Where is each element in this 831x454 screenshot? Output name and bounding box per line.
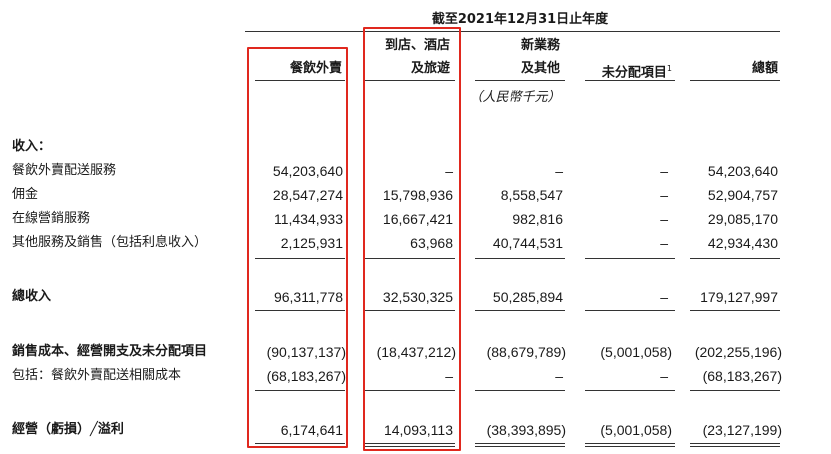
cell-r5-c3: (5,001,058) [600,344,672,360]
cell-r0-c4: 54,203,640 [707,163,778,179]
cell-r6-c0: (68,183,267) [266,368,346,384]
cell-r1-c1: 15,798,936 [382,187,453,203]
col-header-total: 總額 [751,61,778,76]
cell-r7-c2: (38,393,895) [486,422,566,438]
row-label-total-revenue: 總收入 [12,289,52,304]
operating-rule-4 [585,390,675,391]
cell-r3-c1: 63,968 [410,235,453,251]
cell-r0-c2: – [555,163,563,179]
cell-r4-c3: – [660,289,668,305]
cell-r0-c0: 54,203,640 [272,163,343,179]
double-rule-top-5 [690,443,780,444]
subtotal-rule-1 [255,258,345,259]
cell-r2-c3: – [660,211,668,227]
subtotal-rule-5 [690,258,780,259]
operating-rule-3 [475,390,565,391]
revenue-heading: 收入： [12,139,52,154]
cell-r3-c3: – [660,235,668,251]
col-header-rule-1 [255,80,345,81]
cell-r1-c2: 8,558,547 [500,187,563,203]
cell-r6-c4: (68,183,267) [702,368,782,384]
row-label-online-marketing: 在線營銷服務 [12,211,91,226]
total-rule-2 [365,310,455,311]
cell-r4-c2: 50,285,894 [492,289,563,305]
double-rule-bottom-4 [585,446,675,447]
cell-r0-c1: – [445,163,453,179]
cell-r2-c2: 982,816 [512,211,563,227]
row-label-other-services: 其他服務及銷售（包括利息收入） [12,235,208,250]
col-header-rule-2 [365,80,455,81]
col-header-rule-5 [690,80,780,81]
operating-rule-1 [255,390,345,391]
double-rule-bottom-2 [365,446,455,447]
total-rule-1 [255,310,345,311]
double-rule-bottom-5 [690,446,780,447]
footnote-mark: 1 [666,64,672,73]
col-header-line1-2: 到店、酒店 [384,38,450,53]
col-header-rule-4 [585,80,675,81]
subtotal-rule-2 [365,258,455,259]
cell-r3-c2: 40,744,531 [492,235,563,251]
cell-r5-c0: (90,137,137) [266,344,346,360]
cell-r6-c3: – [660,368,668,384]
col-header-rule-3 [475,80,565,81]
row-label-including-delivery-costs: 包括：餐飲外賣配送相關成本 [12,368,182,383]
unallocated-label: 未分配項目 [601,65,667,81]
col-header-line1-3: 新業務 [520,38,560,53]
col-header-food-delivery: 餐飲外賣 [289,61,342,76]
col-header-unallocated: 未分配項目1 [572,60,672,82]
row-label-operating-loss-profit: 經營（虧損）╱溢利 [12,422,124,437]
cell-r3-c0: 2,125,931 [280,235,343,251]
cell-r2-c0: 11,434,933 [273,211,343,227]
col-header-in-store-hotel-travel: 及旅遊 [410,61,450,76]
cell-r7-c3: (5,001,058) [600,422,672,438]
cell-r4-c0: 96,311,778 [273,289,343,305]
cell-r2-c1: 16,667,421 [382,211,453,227]
cell-r3-c4: 42,934,430 [707,235,778,251]
total-rule-4 [585,310,675,311]
double-rule-top-3 [475,443,565,444]
total-rule-3 [475,310,565,311]
row-label-food-delivery-service: 餐飲外賣配送服務 [12,163,117,178]
operating-rule-2 [365,390,455,391]
cell-r6-c1: – [445,368,453,384]
highlight-box-in-store-hotel-travel [363,27,461,451]
cell-r6-c2: – [555,368,563,384]
double-rule-top-2 [365,443,455,444]
cell-r4-c1: 32,530,325 [382,289,453,305]
highlight-box-food-delivery [247,47,348,448]
row-label-costs-expenses: 銷售成本、經營開支及未分配項目 [12,344,208,359]
cell-r1-c0: 28,547,274 [272,187,343,203]
unit-label: （人民幣千元） [469,90,561,105]
cell-r7-c0: 6,174,641 [280,422,343,438]
cell-r2-c4: 29,085,170 [707,211,778,227]
operating-rule-5 [690,390,780,391]
period-header: 截至2021年12月31日止年度 [431,12,609,27]
cell-r5-c4: (202,255,196) [694,344,782,360]
cell-r5-c1: (18,437,212) [376,344,456,360]
period-header-rule [245,31,780,32]
cell-r7-c1: 14,093,113 [383,422,453,438]
cell-r7-c4: (23,127,199) [702,422,782,438]
subtotal-rule-3 [475,258,565,259]
cell-r1-c3: – [660,187,668,203]
cell-r4-c4: 179,127,997 [700,289,778,305]
double-rule-top-1 [255,443,345,444]
row-label-commission: 佣金 [12,187,39,202]
cell-r0-c3: – [660,163,668,179]
cell-r5-c2: (88,679,789) [486,344,566,360]
subtotal-rule-4 [585,258,675,259]
double-rule-top-4 [585,443,675,444]
total-rule-5 [690,310,780,311]
cell-r1-c4: 52,904,757 [707,187,778,203]
col-header-new-initiatives: 及其他 [520,61,560,76]
double-rule-bottom-3 [475,446,565,447]
